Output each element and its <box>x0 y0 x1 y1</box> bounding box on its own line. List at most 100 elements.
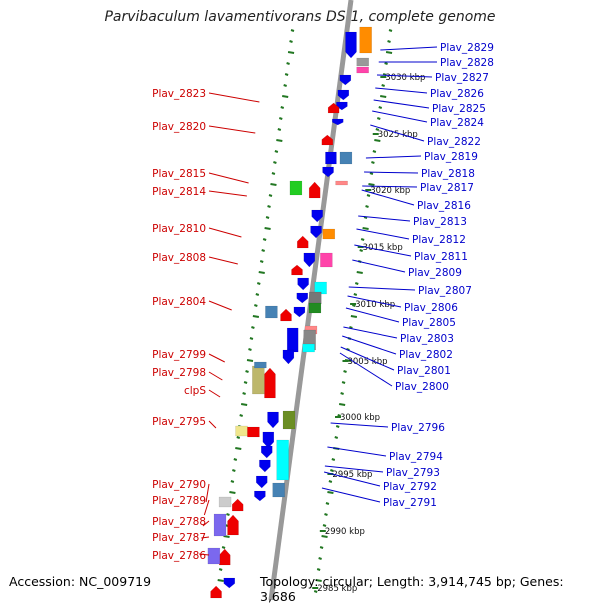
right-label-leader <box>356 228 410 240</box>
right-gene-label: Plav_2800 <box>395 381 449 393</box>
right-gene-label: Plav_2802 <box>399 349 453 361</box>
reverse-gene-arrow <box>339 74 352 86</box>
right-ruler-tick <box>335 425 340 428</box>
left-ruler-tick <box>246 359 254 362</box>
right-gene-label: Plav_2812 <box>412 234 466 246</box>
right-label-leader <box>347 295 402 308</box>
gene-block <box>213 513 227 537</box>
right-ruler-tick <box>363 216 368 219</box>
right-gene-label: Plav_2796 <box>391 422 445 434</box>
right-gene-label: Plav_2817 <box>420 182 474 194</box>
gene-block <box>322 228 336 240</box>
right-gene-label: Plav_2792 <box>383 481 437 493</box>
reverse-gene-arrow <box>337 89 350 101</box>
left-gene-label: Plav_2820 <box>152 121 206 133</box>
left-ruler-tick <box>230 480 235 483</box>
gene-block <box>309 291 322 305</box>
left-ruler-tick <box>218 568 223 571</box>
right-ruler-tick <box>354 282 359 285</box>
left-ruler-tick <box>270 183 277 186</box>
right-ruler-tick <box>321 535 328 538</box>
right-gene-label: Plav_2829 <box>440 42 494 54</box>
right-gene-label: Plav_2803 <box>400 333 454 345</box>
left-ruler-tick <box>235 447 242 450</box>
left-gene-label: Plav_2810 <box>152 223 206 235</box>
right-label-leader <box>370 124 425 142</box>
left-ruler-tick <box>268 194 273 197</box>
right-label-leader <box>330 422 389 428</box>
right-ruler-tick <box>353 293 358 296</box>
right-gene-label: Plav_2822 <box>427 136 481 148</box>
forward-gene-arrow <box>296 235 309 249</box>
left-ruler-tick <box>287 51 295 54</box>
right-ruler-tick <box>318 557 322 560</box>
left-gene-label: Plav_2798 <box>152 367 206 379</box>
left-ruler-tick <box>274 150 279 153</box>
right-ruler-tick <box>369 172 374 175</box>
gene-block <box>276 439 289 481</box>
right-label-leader <box>380 46 438 51</box>
reverse-gene-arrow <box>254 490 266 502</box>
right-gene-label: Plav_2805 <box>402 317 456 329</box>
right-gene-label: Plav_2824 <box>430 117 484 129</box>
right-label-leader <box>339 352 393 387</box>
forward-gene-arrow <box>219 548 231 566</box>
right-ruler-tick <box>366 194 371 197</box>
forward-gene-arrow <box>308 181 321 199</box>
right-gene-label: Plav_2828 <box>440 57 494 69</box>
right-gene-label: Plav_2819 <box>424 151 478 163</box>
kbp-label: 2990 kbp <box>325 527 365 537</box>
left-ruler-tick <box>277 128 282 131</box>
gene-block <box>308 302 322 314</box>
right-label-leader <box>321 487 381 503</box>
left-gene-label: Plav_2814 <box>152 186 206 198</box>
left-gene-label: Plav_2788 <box>152 516 206 528</box>
left-ruler-tick <box>259 260 264 263</box>
right-gene-label: Plav_2801 <box>397 365 451 377</box>
left-ruler-tick <box>290 29 295 32</box>
right-label-leader <box>364 171 419 174</box>
left-gene-label: Plav_2790 <box>152 479 206 491</box>
kbp-label: 2995 kbp <box>332 470 372 480</box>
forward-gene-arrow <box>327 102 340 114</box>
left-ruler-tick <box>265 216 270 219</box>
right-ruler-tick <box>368 183 375 186</box>
gene-block <box>252 365 265 395</box>
left-ruler-tick <box>280 106 285 109</box>
right-gene-label: Plav_2813 <box>413 216 467 228</box>
right-gene-label: Plav_2791 <box>383 497 437 509</box>
left-ruler-tick <box>284 73 289 76</box>
right-gene-label: Plav_2793 <box>386 467 440 479</box>
left-ruler-tick <box>264 227 271 230</box>
reverse-gene-arrow <box>255 475 268 489</box>
left-ruler-tick <box>254 304 258 307</box>
reverse-gene-arrow <box>296 292 309 304</box>
right-ruler-tick <box>380 95 387 98</box>
left-ruler-tick <box>267 205 271 208</box>
right-ruler-tick <box>375 128 380 131</box>
right-gene-label: Plav_2827 <box>435 72 489 84</box>
left-ruler-tick <box>242 392 246 395</box>
gene-block <box>302 343 315 353</box>
kbp-label: 2985 kbp <box>317 584 357 594</box>
reverse-gene-arrow <box>223 577 236 589</box>
gene-block <box>356 66 369 74</box>
right-ruler-tick <box>334 436 339 439</box>
gene-block <box>335 180 348 186</box>
right-ruler-tick <box>337 414 341 417</box>
right-ruler-tick <box>388 29 393 32</box>
right-gene-label: Plav_2794 <box>389 451 443 463</box>
forward-gene-arrow <box>291 264 303 276</box>
gene-block <box>320 252 333 268</box>
right-label-leader <box>323 471 381 487</box>
right-label-leader <box>376 74 433 78</box>
gene-block <box>289 180 303 196</box>
right-ruler-tick <box>330 469 334 472</box>
reverse-gene-arrow <box>286 327 299 353</box>
left-gene-label: Plav_2789 <box>152 495 206 507</box>
right-gene-label: Plav_2809 <box>408 267 462 279</box>
left-ruler-tick <box>283 84 287 87</box>
right-label-leader <box>352 259 406 273</box>
right-ruler-tick <box>372 150 377 153</box>
